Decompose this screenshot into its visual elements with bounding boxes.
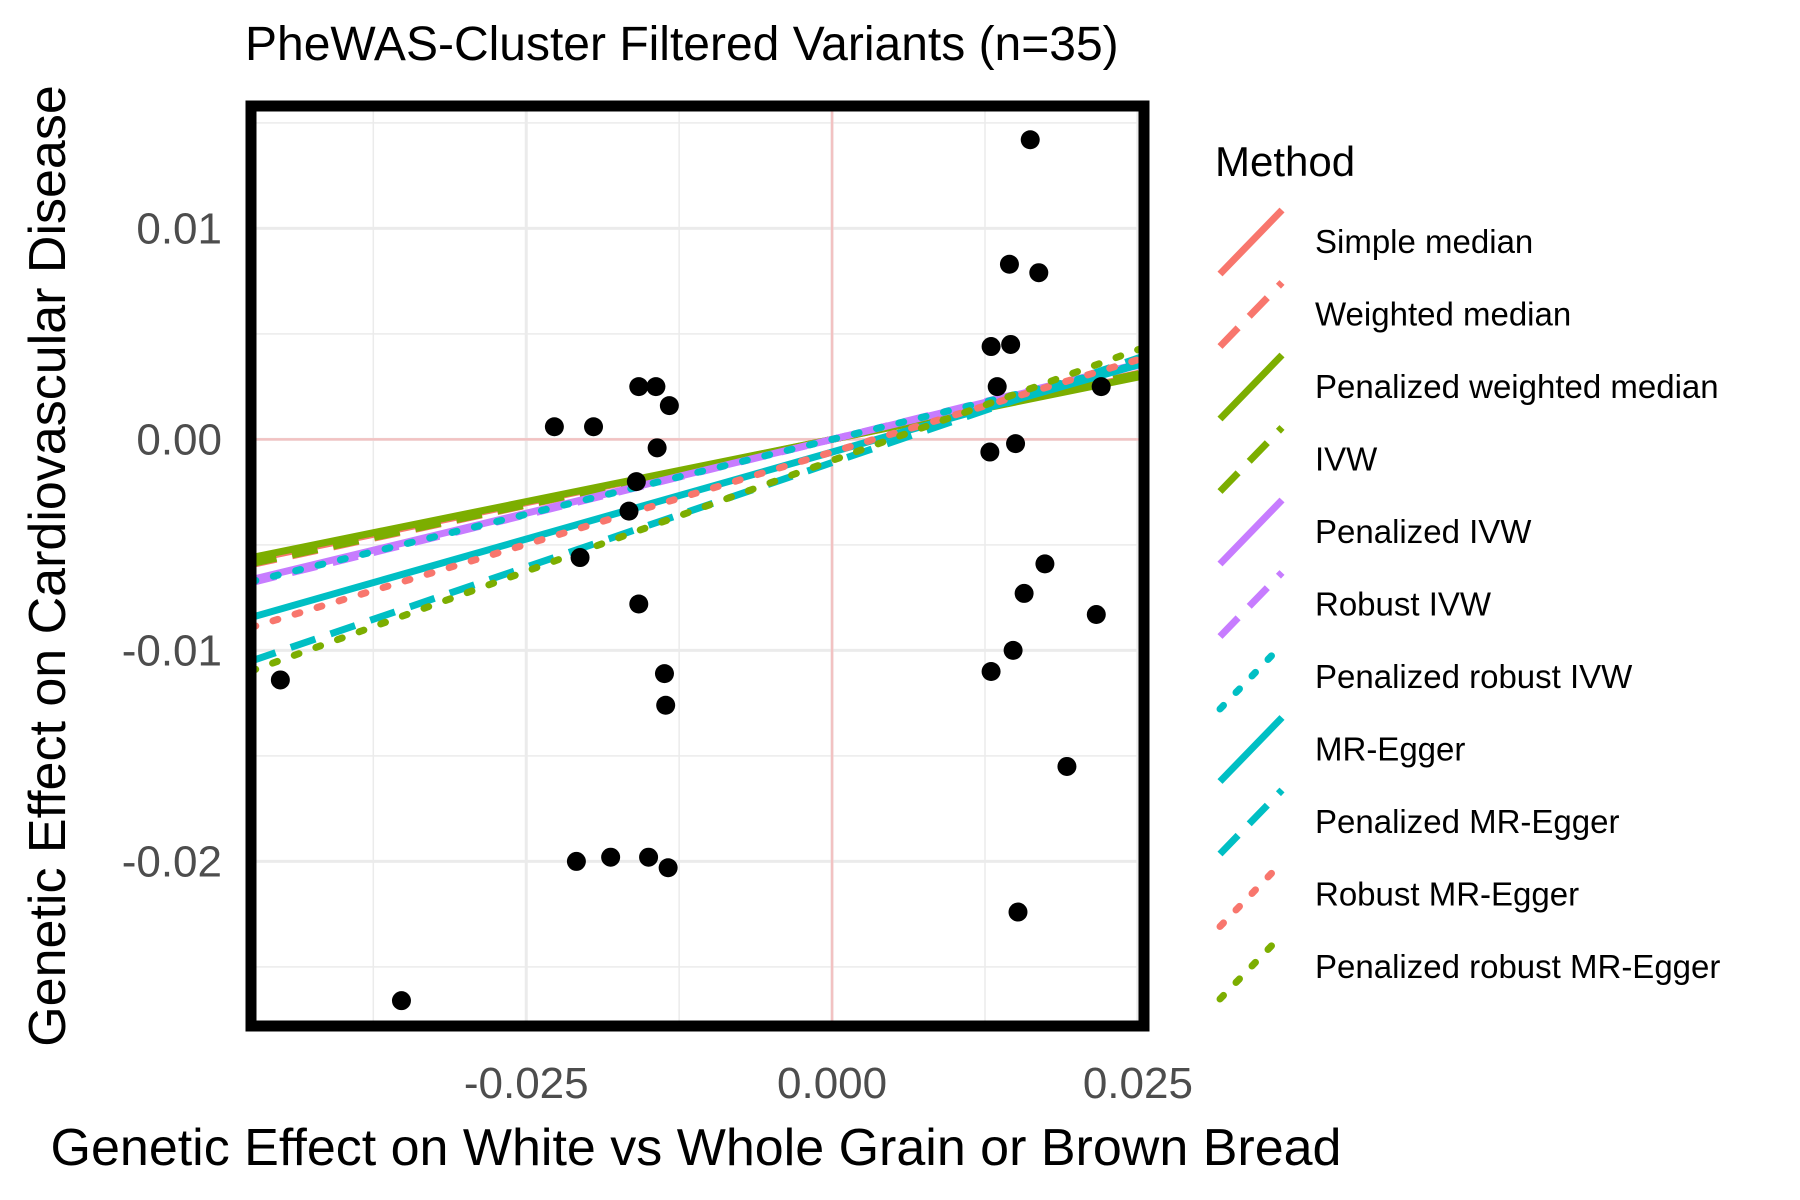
legend: Method Simple median Weighted median Penal… xyxy=(1215,138,1720,1003)
legend-key xyxy=(1217,497,1285,567)
x-tick-label: 0.025 xyxy=(1083,1059,1193,1108)
series-line xyxy=(249,352,1146,665)
x-tick-label: -0.025 xyxy=(464,1059,589,1108)
data-point xyxy=(566,851,586,871)
data-point xyxy=(1086,605,1106,625)
data-point xyxy=(1091,377,1111,397)
data-point xyxy=(570,548,590,568)
legend-key xyxy=(1217,425,1285,494)
legend-key xyxy=(1217,207,1285,277)
legend-label: Robust IVW xyxy=(1315,586,1492,623)
y-axis-ticks: -0.02 -0.01 0.00 0.01 xyxy=(122,204,222,886)
data-point xyxy=(1057,756,1077,776)
data-point xyxy=(1020,130,1040,150)
data-point xyxy=(629,594,649,614)
legend-key xyxy=(1217,352,1285,422)
data-point xyxy=(544,417,564,437)
legend-label: MR-Egger xyxy=(1315,731,1465,768)
data-point xyxy=(584,417,604,437)
legend-label: Penalized weighted median xyxy=(1315,368,1719,405)
legend-label: Penalized IVW xyxy=(1315,513,1532,550)
data-point xyxy=(1001,334,1021,354)
data-point xyxy=(981,662,1001,682)
x-tick-label: 0.000 xyxy=(777,1059,887,1108)
data-point xyxy=(999,254,1019,274)
legend-key xyxy=(1217,280,1285,349)
plot-panel-border xyxy=(245,100,1150,1032)
y-tick-label: 0.00 xyxy=(136,415,222,464)
legend-label: Penalized MR-Egger xyxy=(1315,803,1619,840)
y-tick-label: 0.01 xyxy=(136,204,222,253)
y-tick-label: -0.02 xyxy=(122,837,222,886)
series-line xyxy=(247,354,1148,631)
data-point xyxy=(1003,640,1023,660)
legend-title: Method xyxy=(1215,138,1355,185)
grid-lines xyxy=(251,106,1144,1026)
reference-lines xyxy=(251,106,1144,1026)
legend-label: Robust MR-Egger xyxy=(1315,876,1579,913)
data-point xyxy=(647,438,667,458)
chart-title: PheWAS-Cluster Filtered Variants (n=35) xyxy=(245,18,1119,71)
data-point xyxy=(987,377,1007,397)
y-tick-label: -0.01 xyxy=(122,626,222,675)
data-point xyxy=(1029,263,1049,283)
legend-key xyxy=(1216,641,1286,713)
method-lines xyxy=(247,344,1148,675)
y-axis-title: Genetic Effect on Cardiovascular Disease xyxy=(19,85,77,1047)
series-line xyxy=(247,344,1148,675)
legend-label: Penalized robust MR-Egger xyxy=(1315,948,1720,985)
data-point xyxy=(654,664,674,684)
data-point xyxy=(1035,554,1055,574)
legend-label: Weighted median xyxy=(1315,296,1571,333)
data-point xyxy=(1014,583,1034,603)
data-point xyxy=(1008,902,1028,922)
data-point xyxy=(658,858,678,878)
legend-key xyxy=(1217,715,1285,784)
data-point xyxy=(391,991,411,1011)
legend-key xyxy=(1216,859,1286,930)
data-point xyxy=(659,396,679,416)
data-point xyxy=(619,501,639,521)
data-point xyxy=(1006,434,1026,454)
data-point xyxy=(639,847,659,867)
x-axis-title: Genetic Effect on White vs Whole Grain o… xyxy=(51,1119,1342,1177)
data-point xyxy=(629,377,649,397)
data-point xyxy=(656,695,676,715)
data-point xyxy=(601,847,621,867)
data-point xyxy=(626,472,646,492)
legend-label: IVW xyxy=(1315,441,1378,478)
legend-key xyxy=(1217,787,1285,857)
x-axis-ticks: -0.025 0.000 0.025 xyxy=(464,1059,1193,1108)
legend-key xyxy=(1216,931,1286,1003)
series-line xyxy=(247,359,1148,586)
data-point xyxy=(270,670,290,690)
data-point xyxy=(646,377,666,397)
data-point xyxy=(981,337,1001,357)
legend-key xyxy=(1217,570,1285,639)
data-points xyxy=(270,130,1111,1011)
legend-label: Simple median xyxy=(1315,223,1533,260)
legend-label: Penalized robust IVW xyxy=(1315,658,1633,695)
data-point xyxy=(980,442,1000,462)
